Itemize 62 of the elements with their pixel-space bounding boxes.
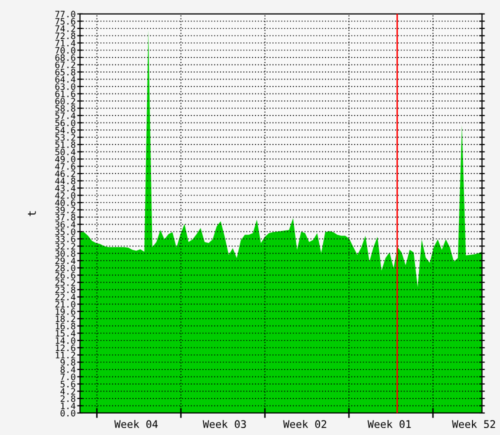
y-tick-label: 7.0 (60, 374, 76, 380)
y-tick-label: 64.4 (55, 76, 76, 83)
y-tick-label: 71.4 (55, 40, 76, 46)
y-tick-label: 1.4 (61, 402, 76, 410)
y-tick-label: 61.6 (55, 90, 76, 98)
x-tick-label: Week 52 (452, 420, 496, 428)
x-tick-label: Week 02 (283, 420, 326, 428)
y-tick-label: 25.2 (55, 279, 76, 286)
y-tick-label: 39.2 (55, 206, 76, 214)
y-tick-label: 42.0 (55, 192, 76, 199)
y-tick-label: 51.8 (55, 141, 76, 148)
y-tick-label: 57.4 (55, 112, 76, 119)
y-tick-label: 40.6 (55, 199, 76, 206)
y-tick-label: 0.0 (60, 410, 76, 416)
y-tick-label: 65.8 (55, 68, 76, 76)
y-tick-label: 9.8 (60, 359, 76, 366)
y-tick-label: 12.6 (56, 344, 76, 352)
y-tick-label: 58.8 (55, 105, 76, 112)
y-tick-label: 44.8 (55, 178, 76, 184)
y-tick-label: 28.0 (55, 264, 76, 272)
y-tick-label: 60.2 (55, 98, 76, 104)
x-tick-label: Week 04 (114, 420, 158, 428)
y-tick-label: 5.6 (60, 380, 76, 388)
y-tick-label: 29.4 (55, 257, 76, 264)
y-tick-label: 15.4 (56, 330, 76, 337)
y-tick-label: 75.6 (55, 18, 76, 25)
y-tick-label: 30.8 (55, 250, 76, 257)
y-tick-label: 47.6 (55, 163, 76, 170)
y-tick-label: 8.4 (60, 366, 76, 373)
y-tick-label: 67.2 (55, 62, 76, 68)
y-tick-label: 18.2 (56, 316, 76, 322)
y-tick-label: 72.8 (55, 32, 76, 40)
x-tick-label: Week 01 (368, 420, 411, 428)
y-tick-label: 46.2 (55, 170, 76, 178)
y-axis-title: t (28, 211, 36, 216)
y-tick-label: 19.6 (56, 308, 76, 315)
y-tick-label: 63.0 (55, 83, 76, 90)
y-tick-label: 49.0 (55, 156, 76, 163)
y-tick-label: 68.6 (55, 54, 76, 61)
y-tick-label: 11.2 (56, 352, 76, 358)
y-tick-label: 74.2 (55, 25, 76, 32)
y-tick-label: 32.2 (55, 242, 76, 250)
y-tick-label: 4.2 (60, 388, 76, 395)
y-tick-label: 22.4 (55, 294, 76, 300)
y-tick-label: 35.0 (55, 228, 76, 236)
x-tick-label: Week 03 (202, 420, 246, 428)
y-tick-label: 56.0 (55, 120, 76, 126)
y-tick-label: 37.8 (55, 214, 76, 221)
y-tick-label: 2.8 (60, 395, 76, 402)
y-tick-label: 33.6 (55, 236, 76, 242)
y-tick-label: 70.0 (55, 47, 76, 54)
y-tick-label: 50.4 (55, 148, 76, 156)
y-tick-label: 14.0 (56, 337, 76, 344)
y-tick-label: 36.4 (55, 221, 76, 228)
y-tick-label: 54.6 (55, 126, 76, 134)
y-tick-label: 23.8 (55, 286, 76, 294)
y-tick-label: 21.0 (55, 301, 76, 308)
y-tick-label: 43.4 (55, 184, 76, 192)
y-tick-label: 16.8 (56, 322, 76, 330)
y-tick-label: 26.6 (55, 272, 76, 279)
y-tick-label: 53.2 (55, 134, 76, 141)
y-tick-label: 77.0 (55, 10, 76, 18)
